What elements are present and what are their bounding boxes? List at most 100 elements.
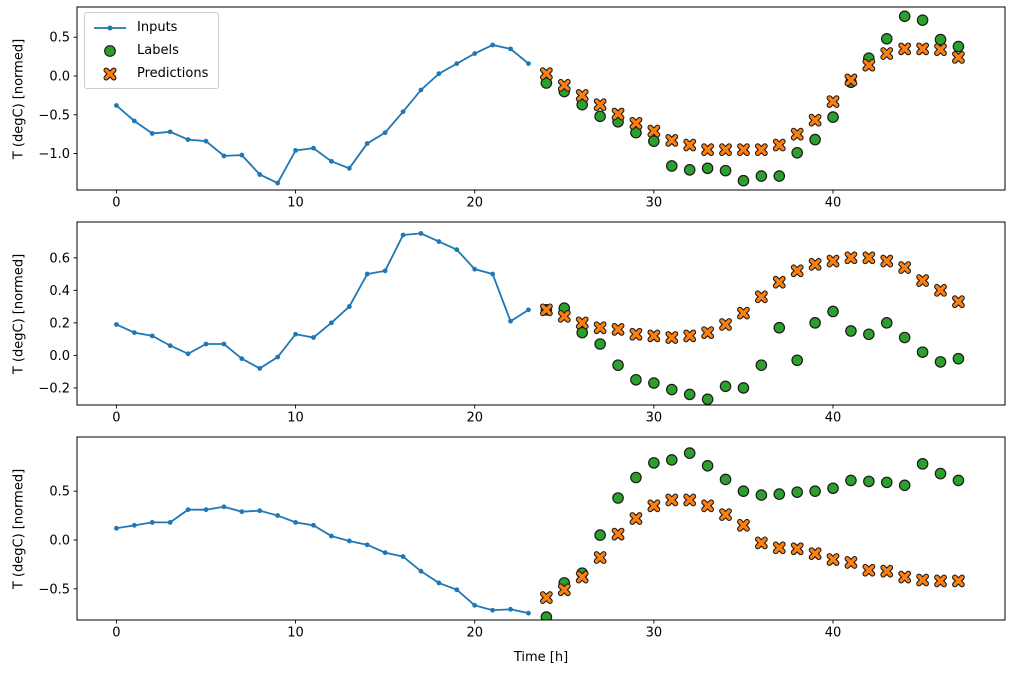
predictions-point [648,125,660,137]
y-tick-label: 0.0 [49,70,70,85]
predictions-point [953,575,964,587]
predictions-point [899,571,910,583]
legend-item-predictions: Predictions [92,64,208,83]
x-tick-label: 0 [112,626,120,641]
predictions-point [666,332,678,343]
labels-point [863,475,875,488]
predictions-point [827,96,839,107]
labels-point [540,77,553,89]
inputs-point [346,538,352,544]
inputs-point [221,153,227,159]
labels-point [630,471,642,484]
inputs-point [149,130,155,136]
inputs-point [293,148,298,153]
predictions-point [594,99,606,111]
inputs-point [454,247,460,253]
x-tick-label: 30 [646,626,663,641]
predictions-point [666,135,678,146]
axes-border [76,6,1006,191]
predictions-point [935,44,946,55]
predictions-point [720,319,731,330]
predictions-point [612,108,624,120]
inputs-point [526,307,531,313]
inputs-point [364,542,370,548]
predictions-point [576,317,588,329]
inputs-point [436,580,442,586]
inputs-line [116,505,529,615]
labels-point [845,474,857,487]
inputs-point [114,322,119,327]
predictions-point [845,252,857,264]
inputs-point [472,602,478,608]
inputs-point [185,137,191,142]
y-tick-label: 0.5 [49,485,70,500]
inputs-point [185,507,191,513]
inputs-point [526,61,531,67]
inputs-point [275,180,281,186]
x-tick-label: 20 [466,626,483,641]
predictions-point [881,48,893,59]
predictions-point [541,68,552,79]
inputs-point [382,130,388,136]
labels-point [773,488,786,500]
inputs-point [400,232,406,238]
labels-point [719,473,732,486]
inputs-point [167,129,173,135]
x-tick-label: 0 [112,411,120,426]
subplot-1: 0 10 20 30 40 0.5 0.0 −0.5 −1.0 [38,6,1006,211]
y-tick-label: 0.2 [49,316,70,331]
inputs-point [293,331,298,337]
inputs-line-icon [94,25,126,30]
legend-label-labels: Labels [137,43,179,58]
labels-point [791,486,803,498]
x-tick-label: 40 [825,196,842,211]
inputs-point [149,333,155,339]
predictions-point [773,276,785,288]
inputs-point [203,138,209,144]
labels-point [648,377,660,389]
inputs-point [418,87,424,93]
predictions-point [791,265,803,277]
y-tick-label: 0.0 [49,533,70,548]
inputs-point [400,109,406,115]
predictions-point [935,285,946,296]
labels-point [701,162,714,175]
y-axis-label-subplot-1: T (degC) [normed] [11,38,27,159]
predictions-point [953,296,964,308]
legend-item-labels: Labels [92,41,208,60]
labels-point [540,611,553,620]
labels-point [934,33,947,46]
predictions-point [917,43,928,55]
inputs-point [472,266,478,272]
inputs-line [116,232,529,370]
predictions-point [666,494,678,506]
inputs-point [526,610,531,616]
predictions-point [720,144,731,155]
x-tick-label: 30 [646,196,663,211]
labels-point [612,492,624,504]
labels-circle-icon [104,44,116,57]
predictions-point [756,537,767,549]
x-tick-label: 10 [287,411,304,426]
inputs-point [454,61,460,67]
labels-point [863,328,875,341]
labels-point [594,529,606,541]
labels-point [755,359,768,371]
predictions-point [791,128,803,140]
x-tick-label: 20 [466,196,483,211]
inputs-point [364,141,370,146]
predictions-point [612,324,624,335]
predictions-point [738,520,749,531]
subplot-3: 0 10 20 30 40 0.5 0.0 −0.5 [38,436,1006,641]
labels-point [737,485,750,497]
predictions-point [558,584,570,596]
labels-point [612,359,624,371]
inputs-point [490,42,496,48]
inputs-point [382,268,388,274]
y-tick-label: −1.0 [38,147,70,162]
predictions-point [684,330,695,342]
labels-point [809,133,821,146]
predictions-point [684,494,695,506]
inputs-point [472,51,478,56]
